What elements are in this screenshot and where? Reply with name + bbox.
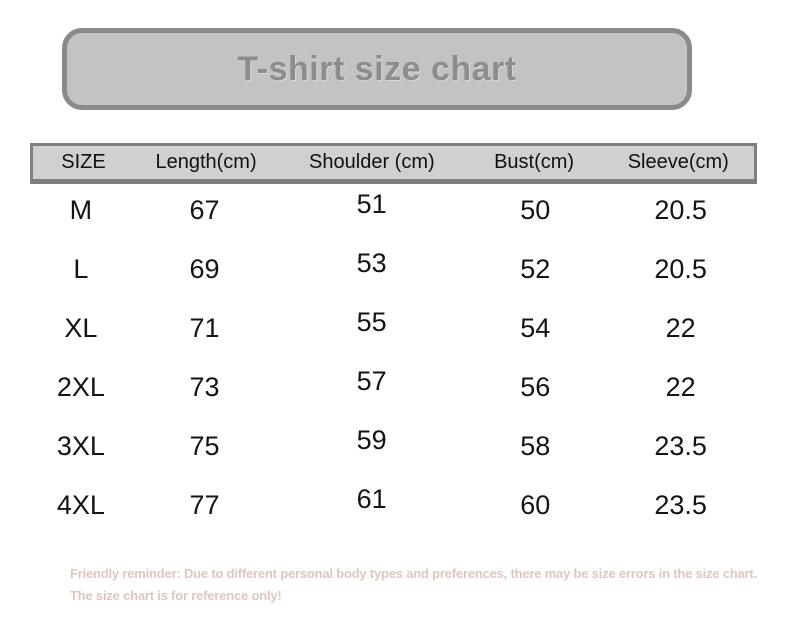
table-cell: 71 <box>189 313 220 343</box>
table-header-row: SIZE Length(cm) Shoulder (cm) Bust(cm) S… <box>30 143 757 184</box>
table-cell: 23.5 <box>654 490 707 520</box>
table-row: M 67 51 50 20.5 <box>30 181 757 240</box>
column-header-bust: Bust(cm) <box>494 151 575 173</box>
table-cell: 52 <box>520 254 551 284</box>
table-cell: 69 <box>189 254 220 284</box>
table-cell: 58 <box>520 431 551 461</box>
table-row: L 69 53 52 20.5 <box>30 240 757 299</box>
table-cell: L <box>73 254 89 284</box>
table-cell: 73 <box>189 372 220 402</box>
table-cell: 77 <box>189 490 220 520</box>
column-header-size: SIZE <box>61 151 106 173</box>
table-cell: 59 <box>356 425 387 455</box>
table-row: 4XL 77 61 60 23.5 <box>30 476 757 535</box>
table-cell: 56 <box>520 372 551 402</box>
column-header-sleeve: Sleeve(cm) <box>627 151 729 173</box>
table-cell: M <box>69 195 93 225</box>
column-header-shoulder: Shoulder (cm) <box>309 151 435 173</box>
table-row: 2XL 73 57 56 22 <box>30 358 757 417</box>
table-cell: 67 <box>189 195 220 225</box>
table-cell: 23.5 <box>654 431 707 461</box>
table-cell: 22 <box>665 313 696 343</box>
table-cell: XL <box>64 313 98 343</box>
table-cell: 20.5 <box>654 254 707 284</box>
table-cell: 4XL <box>56 490 105 520</box>
table-cell: 2XL <box>56 372 105 402</box>
column-header-length: Length(cm) <box>155 151 257 173</box>
table-cell: 22 <box>665 372 696 402</box>
table-row: 3XL 75 59 58 23.5 <box>30 417 757 476</box>
table-cell: 50 <box>520 195 551 225</box>
disclaimer-note: Friendly reminder: Due to different pers… <box>70 566 757 603</box>
title-banner: T-shirt size chart <box>62 28 692 110</box>
table-cell: 55 <box>356 307 387 337</box>
table-cell: 20.5 <box>654 195 707 225</box>
table-body: M 67 51 50 20.5 L 69 53 52 20.5 XL 71 55 54 22 2XL 73 57 5… <box>30 181 757 535</box>
table-cell: 75 <box>189 431 220 461</box>
table-cell: 57 <box>356 366 387 396</box>
page-title: T-shirt size chart <box>237 49 517 88</box>
table-cell: 51 <box>356 189 387 219</box>
table-row: XL 71 55 54 22 <box>30 299 757 358</box>
table-cell: 53 <box>356 248 387 278</box>
table-cell: 61 <box>356 484 387 514</box>
table-cell: 60 <box>520 490 551 520</box>
table-cell: 3XL <box>56 431 105 461</box>
table-cell: 54 <box>520 313 551 343</box>
